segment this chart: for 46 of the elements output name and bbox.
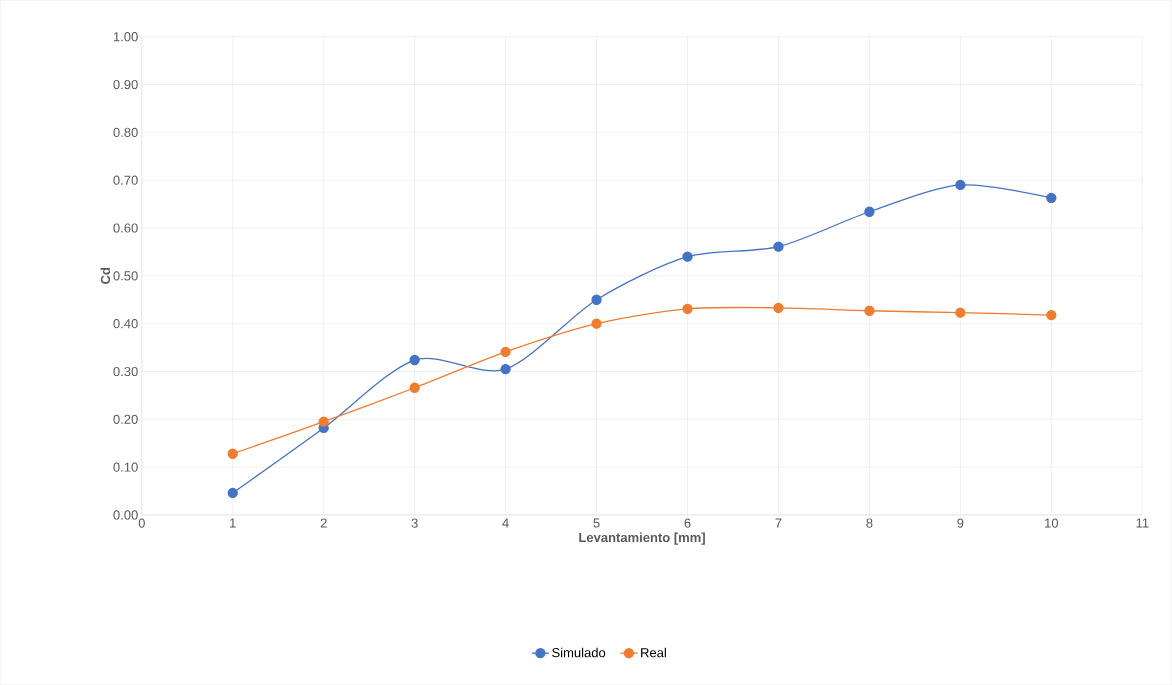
x-axis-title: Levantamiento [mm]	[579, 532, 705, 545]
point	[227, 487, 238, 499]
point	[591, 294, 602, 306]
x-tick-label: 5	[593, 518, 600, 528]
y-tick-label: 0.70	[113, 175, 138, 185]
y-tick-label: 0.40	[113, 319, 138, 329]
y-tick-label: 0.90	[113, 80, 138, 90]
y-tick-label: 0.00	[113, 510, 138, 520]
point	[591, 318, 602, 329]
point	[773, 241, 784, 252]
point	[773, 302, 784, 314]
y-tick-label: 0.80	[113, 127, 138, 138]
y-axis-title: Cd	[100, 268, 111, 285]
x-tick-label: 3	[411, 518, 418, 528]
point	[955, 179, 966, 191]
y-tick-label: 0.20	[113, 414, 138, 425]
point	[500, 346, 511, 358]
y-tick-label: 0.60	[113, 223, 138, 233]
point	[409, 382, 420, 394]
x-tick-label: 6	[684, 518, 691, 528]
legend-label: Simulado	[552, 647, 606, 658]
y-tick-label: 1.00	[113, 32, 138, 42]
x-tick-label: 7	[775, 518, 782, 528]
x-tick-label: 8	[866, 518, 873, 528]
x-tick-label: 9	[957, 518, 964, 528]
point	[409, 354, 420, 366]
point	[1046, 192, 1057, 204]
x-tick-label: 2	[320, 518, 327, 528]
x-tick-label: 1	[230, 518, 236, 528]
point	[864, 305, 875, 317]
point	[955, 307, 966, 318]
y-tick-label: 0.50	[113, 271, 138, 281]
x-tick-label: 0	[138, 518, 145, 528]
point	[500, 364, 511, 375]
y-tick-label: 0.30	[113, 367, 138, 377]
point	[682, 303, 693, 315]
point	[1046, 310, 1057, 321]
x-tick-label: 10	[1045, 518, 1059, 528]
y-tick-label: 0.10	[113, 462, 138, 472]
x-tick-label: 11	[1136, 518, 1149, 528]
point	[318, 416, 329, 427]
point	[864, 206, 875, 218]
point	[227, 448, 238, 460]
legend-label: Real	[641, 647, 666, 658]
x-tick-label: 4	[502, 518, 509, 528]
point	[682, 251, 693, 262]
